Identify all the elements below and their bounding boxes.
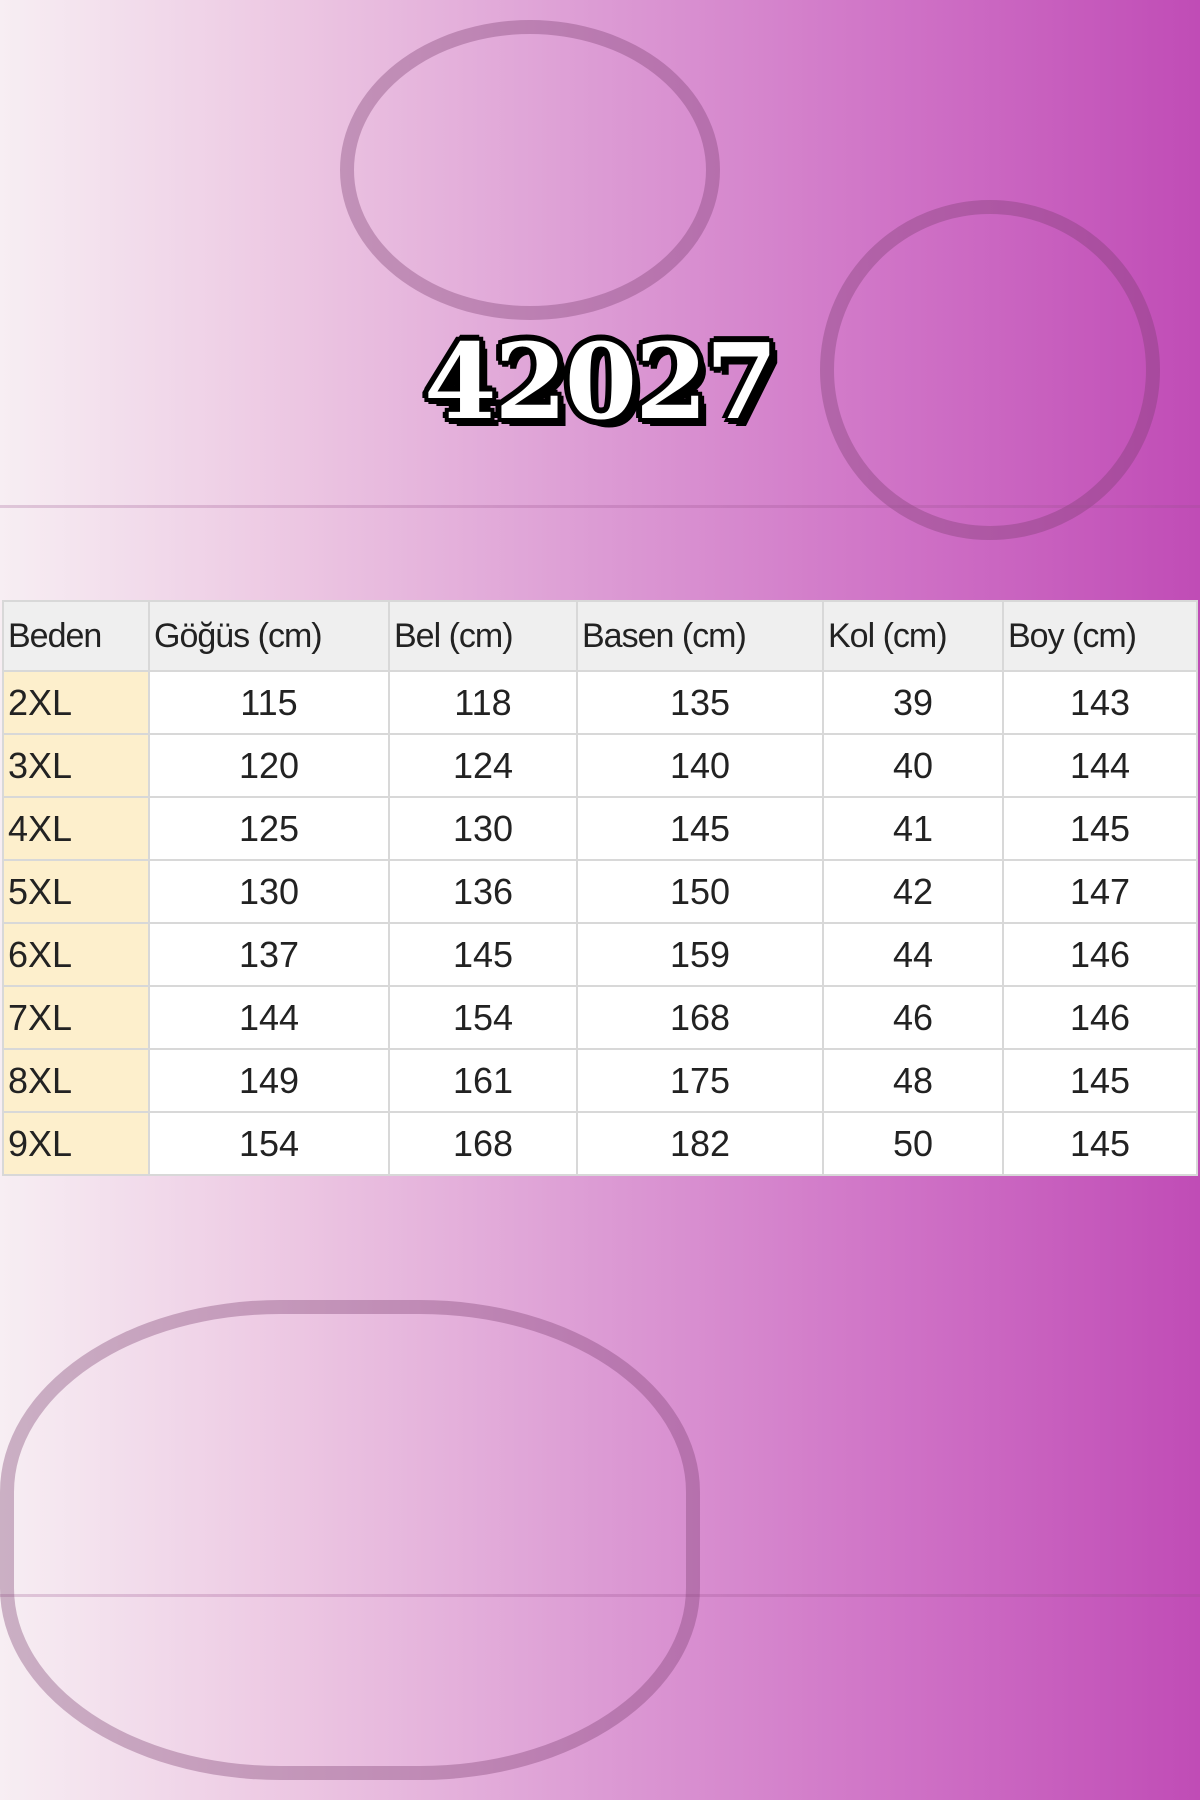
measure-cell: 50 bbox=[822, 1111, 1004, 1176]
measure-cell: 154 bbox=[388, 985, 578, 1050]
measure-cell: 161 bbox=[388, 1048, 578, 1113]
column-header: Kol (cm) bbox=[822, 600, 1004, 672]
table-row: 5XL 130 136 150 42 147 bbox=[2, 859, 1198, 924]
measure-cell: 136 bbox=[388, 859, 578, 924]
measure-cell: 168 bbox=[576, 985, 824, 1050]
column-header: Göğüs (cm) bbox=[148, 600, 390, 672]
measure-cell: 125 bbox=[148, 796, 390, 861]
measure-cell: 42 bbox=[822, 859, 1004, 924]
table-row: 4XL 125 130 145 41 145 bbox=[2, 796, 1198, 861]
size-cell: 7XL bbox=[2, 985, 150, 1050]
table-row: 2XL 115 118 135 39 143 bbox=[2, 670, 1198, 735]
size-cell: 6XL bbox=[2, 922, 150, 987]
measure-cell: 154 bbox=[148, 1111, 390, 1176]
measure-cell: 120 bbox=[148, 733, 390, 798]
measure-cell: 130 bbox=[388, 796, 578, 861]
measure-cell: 144 bbox=[148, 985, 390, 1050]
measure-cell: 182 bbox=[576, 1111, 824, 1176]
measure-cell: 145 bbox=[1002, 796, 1198, 861]
measure-cell: 135 bbox=[576, 670, 824, 735]
hanger-decoration bbox=[0, 1300, 700, 1780]
measure-cell: 150 bbox=[576, 859, 824, 924]
measure-cell: 147 bbox=[1002, 859, 1198, 924]
column-header: Beden bbox=[2, 600, 150, 672]
column-header: Boy (cm) bbox=[1002, 600, 1198, 672]
size-cell: 4XL bbox=[2, 796, 150, 861]
measure-cell: 115 bbox=[148, 670, 390, 735]
measure-cell: 124 bbox=[388, 733, 578, 798]
measure-cell: 175 bbox=[576, 1048, 824, 1113]
size-cell: 3XL bbox=[2, 733, 150, 798]
measure-cell: 144 bbox=[1002, 733, 1198, 798]
size-cell: 9XL bbox=[2, 1111, 150, 1176]
measure-cell: 146 bbox=[1002, 985, 1198, 1050]
table-row: 3XL 120 124 140 40 144 bbox=[2, 733, 1198, 798]
measure-cell: 145 bbox=[1002, 1048, 1198, 1113]
measure-cell: 46 bbox=[822, 985, 1004, 1050]
measure-cell: 130 bbox=[148, 859, 390, 924]
size-cell: 8XL bbox=[2, 1048, 150, 1113]
measure-cell: 140 bbox=[576, 733, 824, 798]
floor-line bbox=[0, 505, 1200, 508]
column-header: Basen (cm) bbox=[576, 600, 824, 672]
measure-cell: 40 bbox=[822, 733, 1004, 798]
measure-cell: 145 bbox=[388, 922, 578, 987]
measure-cell: 48 bbox=[822, 1048, 1004, 1113]
measure-cell: 145 bbox=[576, 796, 824, 861]
table-row: 8XL 149 161 175 48 145 bbox=[2, 1048, 1198, 1113]
measure-cell: 118 bbox=[388, 670, 578, 735]
measure-cell: 41 bbox=[822, 796, 1004, 861]
measure-cell: 159 bbox=[576, 922, 824, 987]
measure-cell: 146 bbox=[1002, 922, 1198, 987]
table-row: 6XL 137 145 159 44 146 bbox=[2, 922, 1198, 987]
measure-cell: 44 bbox=[822, 922, 1004, 987]
measure-cell: 137 bbox=[148, 922, 390, 987]
measure-cell: 145 bbox=[1002, 1111, 1198, 1176]
size-cell: 2XL bbox=[2, 670, 150, 735]
size-cell: 5XL bbox=[2, 859, 150, 924]
hanger-decoration bbox=[340, 20, 720, 320]
column-header: Bel (cm) bbox=[388, 600, 578, 672]
measure-cell: 168 bbox=[388, 1111, 578, 1176]
table-row: 7XL 144 154 168 46 146 bbox=[2, 985, 1198, 1050]
measure-cell: 143 bbox=[1002, 670, 1198, 735]
measure-cell: 39 bbox=[822, 670, 1004, 735]
table-row: 9XL 154 168 182 50 145 bbox=[2, 1111, 1198, 1176]
table-header-row: Beden Göğüs (cm) Bel (cm) Basen (cm) Kol (cm… bbox=[2, 600, 1198, 672]
size-chart-table: Beden Göğüs (cm) Bel (cm) Basen (cm) Kol (cm… bbox=[2, 600, 1198, 1176]
product-code-title: 42027 bbox=[424, 320, 778, 443]
measure-cell: 149 bbox=[148, 1048, 390, 1113]
